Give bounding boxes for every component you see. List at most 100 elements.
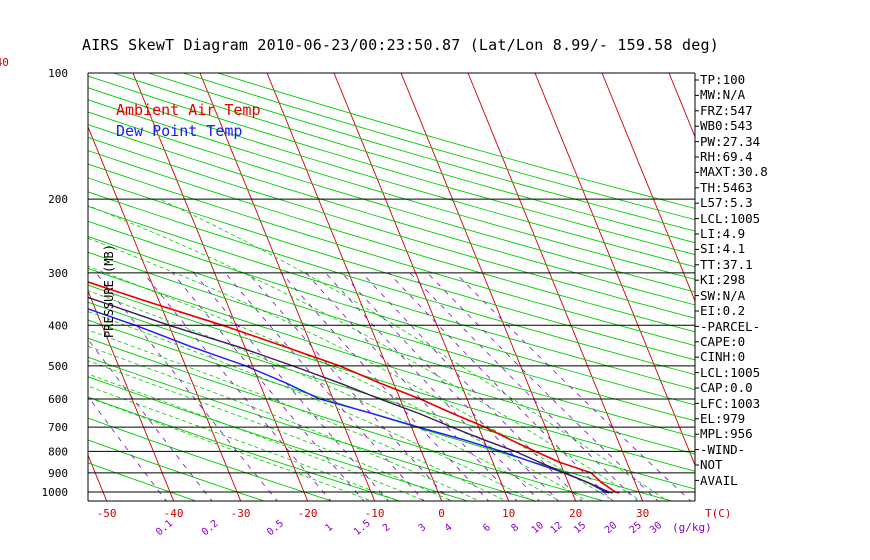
mixing-ratio-unit: (g/kg) xyxy=(672,521,712,534)
moist-adiabat-line xyxy=(88,385,400,501)
bottom-temp-tick-label: -20 xyxy=(298,507,318,520)
dry-adiabat-line xyxy=(88,191,695,376)
mixing-ratio-line xyxy=(88,395,167,501)
stability-param: LCL:1005 xyxy=(700,210,761,226)
mixing-ratio-line xyxy=(455,272,692,501)
bottom-temp-tick-label: 0 xyxy=(438,507,445,520)
isotherm-line xyxy=(333,73,510,501)
dry-adiabat-line xyxy=(88,267,695,455)
dry-adiabat-line xyxy=(217,73,695,209)
stability-param: LI:4.9 xyxy=(700,226,746,242)
mixing-ratio-line xyxy=(427,272,659,501)
stability-param: CAP:0.0 xyxy=(700,380,753,396)
y-axis-label: PRESSURE (MB) xyxy=(101,244,116,338)
isotherm-line xyxy=(400,73,577,501)
bottom-temp-tick-label: 30 xyxy=(636,507,649,520)
pressure-tick-label: 400 xyxy=(48,319,68,332)
pressure-tick-label: 700 xyxy=(48,421,68,434)
mixing-ratio-tick-label: 12 xyxy=(549,520,565,536)
mixing-ratio-line xyxy=(341,272,559,501)
stability-param: EL:979 xyxy=(700,410,746,426)
parcel-path-line xyxy=(88,296,613,494)
pressure-tick-label: 600 xyxy=(48,393,68,406)
dry-adiabat-line xyxy=(88,87,695,268)
mixing-ratio-tick-label: 25 xyxy=(628,520,644,536)
mixing-ratio-line xyxy=(388,272,614,501)
mixing-ratio-line xyxy=(88,338,213,501)
mixing-ratio-line xyxy=(325,272,541,501)
moist-adiabat-line xyxy=(88,205,642,501)
pressure-tick-label: 500 xyxy=(48,360,68,373)
pressure-tick-label: 900 xyxy=(48,467,68,480)
dry-adiabat-line xyxy=(88,136,695,319)
stability-param: LFC:1003 xyxy=(700,395,761,411)
isotherm-line xyxy=(601,73,695,303)
bottom-temp-tick-label: -50 xyxy=(97,507,117,520)
mixing-ratio-line xyxy=(361,272,583,501)
stability-parameters-panel: TP:100 MW:N/A FRZ:547 WB0:543 PW:27.34 RH:69.… xyxy=(700,72,768,488)
mixing-ratio-tick-label: 2 xyxy=(381,522,393,534)
stability-param: KI:298 xyxy=(700,272,746,288)
stability-param: TT:37.1 xyxy=(700,256,753,272)
moist-adiabat-line xyxy=(159,198,669,501)
isotherm-line xyxy=(199,73,376,501)
chart-series xyxy=(88,281,620,494)
isotherm-line xyxy=(88,289,175,501)
mixing-ratio-tick-label: 30 xyxy=(648,520,664,536)
stability-param: TH:5463 xyxy=(700,179,753,195)
stability-param: SW:N/A xyxy=(700,287,746,303)
mixing-ratio-line xyxy=(247,272,451,501)
mixing-ratio-line xyxy=(281,272,490,501)
moist-adiabat-line xyxy=(88,360,454,501)
dry-adiabat-line xyxy=(88,111,695,293)
bottom-temp-tick-label: 10 xyxy=(502,507,515,520)
stability-param: -WIND- xyxy=(700,441,746,457)
stability-param: L57:5.3 xyxy=(700,195,753,211)
mixing-ratio-line xyxy=(409,272,639,501)
mixing-ratio-line xyxy=(305,272,518,501)
moist-adiabat-line xyxy=(88,290,561,501)
dry-adiabat-line xyxy=(88,220,695,406)
dry-adiabat-line xyxy=(88,284,695,472)
bottom-temp-tick-label: -30 xyxy=(231,507,251,520)
stability-param: LCL:1005 xyxy=(700,364,761,380)
mixing-ratio-tick-label: 4 xyxy=(443,522,455,534)
dry-adiabat-line xyxy=(88,236,695,422)
isotherm-line xyxy=(88,454,108,501)
stability-param: FRZ:547 xyxy=(700,102,753,118)
x-axis-label: T(C) xyxy=(705,507,732,520)
pressure-tick-label: 200 xyxy=(48,193,68,206)
mixing-ratio-tick-label: 20 xyxy=(603,520,619,536)
mixing-ratio-tick-label: 3 xyxy=(417,522,429,534)
legend-dew-point-temp: Dew Point Temp xyxy=(116,122,243,140)
stability-param: PW:27.34 xyxy=(700,133,761,149)
mixing-ratio-tick-label: 1.5 xyxy=(352,518,373,538)
stability-param: AVAIL xyxy=(700,472,738,488)
dry-adiabat-line xyxy=(88,124,695,306)
mixing-ratio-tick-label: 10 xyxy=(530,520,546,536)
dry-adiabat-line xyxy=(88,177,695,361)
stability-param: MPL:956 xyxy=(700,426,753,442)
moist-adiabat-line xyxy=(88,396,373,501)
isotherm-line xyxy=(0,73,40,503)
mixing-ratio-tick-label: 0.2 xyxy=(200,518,221,538)
pressure-tick-label: 100 xyxy=(48,67,68,80)
mixing-ratio-line xyxy=(224,272,425,501)
dew-point-temp-line xyxy=(88,308,610,494)
moist-adiabat-line xyxy=(88,329,508,501)
isotherm-line xyxy=(534,73,695,467)
stability-param: NOT xyxy=(700,457,723,473)
ambient-air-temp-line xyxy=(88,281,620,494)
bottom-temp-tick-label: -10 xyxy=(365,507,385,520)
stability-param: EI:0.2 xyxy=(700,303,746,319)
dry-adiabat-line xyxy=(88,163,695,347)
dry-adiabat-line xyxy=(88,337,606,501)
dry-adiabat-line xyxy=(88,150,695,333)
top-temp-tick-label: -40 xyxy=(0,56,9,69)
mixing-ratio-tick-label: 8 xyxy=(510,522,522,534)
isotherm-line xyxy=(266,73,443,501)
mixing-ratio-tick-label: 0.1 xyxy=(154,518,175,538)
pressure-tick-label: 300 xyxy=(48,267,68,280)
stability-param: SI:4.1 xyxy=(700,241,746,257)
